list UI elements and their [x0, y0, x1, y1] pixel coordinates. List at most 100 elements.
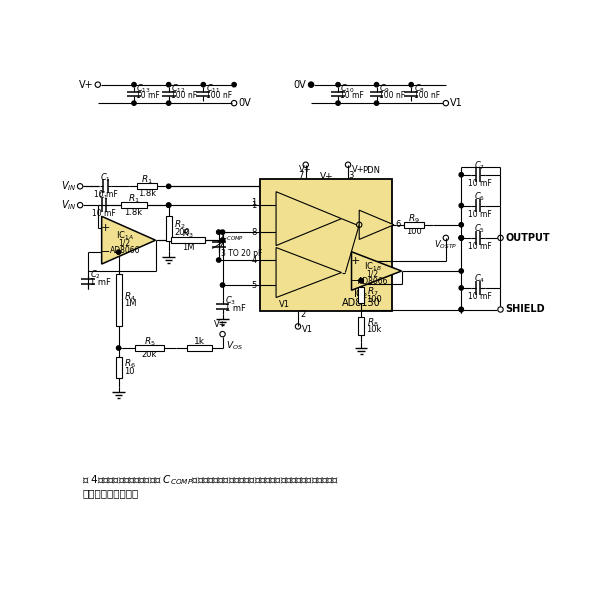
Text: 100: 100	[407, 227, 422, 236]
Text: 100 nF: 100 nF	[171, 91, 197, 100]
Circle shape	[459, 222, 463, 227]
Text: $C_4$: $C_4$	[474, 273, 486, 285]
Circle shape	[132, 83, 136, 87]
Polygon shape	[276, 192, 341, 245]
Circle shape	[374, 101, 379, 105]
Text: $R_4$: $R_4$	[124, 291, 136, 303]
Circle shape	[221, 283, 225, 287]
Circle shape	[336, 101, 340, 105]
Text: 10 mF: 10 mF	[468, 292, 492, 301]
Text: SHIELD: SHIELD	[505, 304, 545, 314]
Text: $C_1$: $C_1$	[99, 189, 109, 202]
Bar	[260, 179, 392, 311]
Bar	[121, 202, 147, 208]
Polygon shape	[102, 217, 155, 264]
Text: −: −	[101, 247, 110, 257]
Text: 1 mF: 1 mF	[90, 278, 111, 287]
Text: 0V: 0V	[238, 98, 251, 108]
Circle shape	[459, 204, 463, 208]
Text: I$_1$: I$_1$	[312, 208, 321, 221]
Text: V1: V1	[450, 98, 462, 108]
Text: 100 nF: 100 nF	[379, 91, 405, 100]
Text: $C_{11}$: $C_{11}$	[206, 82, 220, 95]
Text: $R_1$: $R_1$	[141, 174, 152, 186]
Text: AD8066: AD8066	[109, 245, 140, 255]
Text: 4: 4	[251, 255, 257, 264]
Text: 3: 3	[348, 171, 353, 180]
Circle shape	[459, 307, 463, 312]
Bar	[135, 345, 164, 351]
Bar	[358, 317, 364, 335]
Circle shape	[117, 346, 121, 350]
Circle shape	[166, 203, 171, 207]
Text: $C_2$: $C_2$	[90, 268, 101, 281]
Text: 10 mF: 10 mF	[92, 209, 116, 218]
Bar	[187, 345, 212, 351]
Circle shape	[459, 173, 463, 177]
Text: +: +	[277, 225, 288, 238]
Text: V1: V1	[279, 300, 289, 309]
Text: +: +	[277, 254, 288, 267]
Text: V+: V+	[214, 320, 227, 329]
Text: $V_{OSTP}$: $V_{OSTP}$	[434, 238, 457, 251]
Polygon shape	[359, 210, 394, 240]
Text: AD8066: AD8066	[358, 277, 388, 286]
Bar	[171, 237, 205, 243]
Text: $R_9$: $R_9$	[408, 212, 420, 225]
Text: +: +	[101, 223, 110, 233]
Text: 10k: 10k	[367, 326, 382, 335]
Circle shape	[166, 83, 171, 87]
Text: 100 nF: 100 nF	[413, 91, 440, 100]
Text: 1.8k: 1.8k	[138, 189, 155, 198]
Text: 10 mF: 10 mF	[136, 91, 160, 100]
Text: $C_6$: $C_6$	[474, 190, 486, 202]
Circle shape	[409, 83, 413, 87]
Text: 5: 5	[251, 281, 257, 290]
Text: 6: 6	[395, 220, 401, 230]
Circle shape	[459, 307, 463, 312]
Circle shape	[459, 286, 463, 290]
Text: V+: V+	[300, 165, 312, 174]
Text: $C_{13}$: $C_{13}$	[136, 82, 151, 95]
Circle shape	[459, 269, 463, 273]
Text: 100: 100	[367, 294, 382, 304]
Text: $R_7$: $R_7$	[367, 286, 379, 299]
Text: $C_9$: $C_9$	[379, 82, 390, 95]
Text: 10: 10	[124, 366, 135, 376]
Circle shape	[221, 238, 225, 242]
Circle shape	[132, 101, 136, 105]
Circle shape	[166, 203, 171, 207]
Text: 3 TO 20 pF: 3 TO 20 pF	[221, 249, 263, 258]
Text: −: −	[350, 276, 360, 286]
Circle shape	[166, 184, 171, 188]
Text: 图 4，完整电路包括微调电容器 $C_{COMP}$，它补偿了电路的封装布局中的杂散电容。另外请注意电源旁路: 图 4，完整电路包括微调电容器 $C_{COMP}$，它补偿了电路的封装布局中的…	[83, 474, 340, 487]
Text: $R_2$: $R_2$	[174, 219, 186, 231]
Bar	[166, 215, 172, 241]
Circle shape	[459, 236, 463, 240]
Text: 1.8k: 1.8k	[124, 208, 143, 217]
Text: 10 mF: 10 mF	[340, 91, 364, 100]
Text: $V_{IN}$: $V_{IN}$	[60, 198, 77, 212]
Polygon shape	[352, 252, 402, 290]
Circle shape	[216, 230, 221, 234]
Text: 20k: 20k	[142, 350, 157, 359]
Text: 100 nF: 100 nF	[206, 91, 232, 100]
Text: $V_{IN}$: $V_{IN}$	[60, 179, 77, 193]
Text: 1M: 1M	[182, 242, 194, 251]
Text: 1/2: 1/2	[118, 239, 131, 248]
Text: PDN: PDN	[362, 166, 380, 175]
Bar	[115, 357, 121, 378]
Circle shape	[221, 230, 225, 234]
Text: 10 mF: 10 mF	[468, 209, 492, 218]
Text: $C_{10}$: $C_{10}$	[340, 82, 355, 95]
Text: $V_{OS}$: $V_{OS}$	[227, 339, 243, 352]
Circle shape	[117, 250, 121, 254]
Text: 8: 8	[251, 228, 257, 237]
Text: $C_8$: $C_8$	[413, 82, 425, 95]
Text: 10 mF: 10 mF	[468, 242, 492, 251]
Circle shape	[309, 83, 313, 87]
Text: IC$_2$: IC$_2$	[353, 287, 369, 301]
Text: 1k: 1k	[194, 337, 205, 346]
Bar	[404, 222, 425, 228]
Text: 1/2: 1/2	[367, 270, 379, 278]
